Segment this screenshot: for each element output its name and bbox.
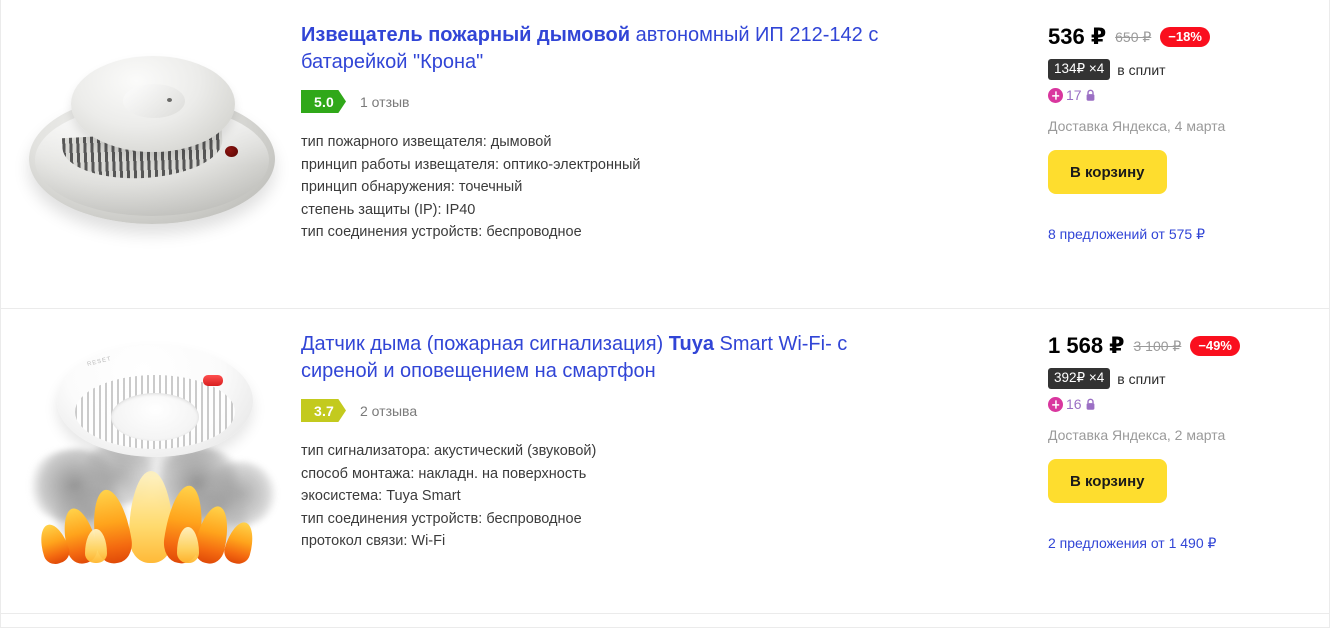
add-to-cart-button[interactable]: В корзину <box>1048 150 1167 194</box>
delivery-info: Доставка Яндекса, 4 марта <box>1048 118 1226 134</box>
rating-row: 5.0 1 отзыв <box>301 90 1038 113</box>
rating-badge[interactable]: 5.0 <box>301 90 346 113</box>
spec-item: принцип обнаружения: точечный <box>301 179 523 195</box>
discount-badge: −18% <box>1160 27 1210 47</box>
product-info: Извещатель пожарный дымовой автономный И… <box>301 0 1048 244</box>
reviews-count-link[interactable]: 2 отзыва <box>360 402 418 419</box>
split-chip: 134₽ ×4 <box>1048 59 1111 80</box>
current-price: 536 ₽ <box>1048 24 1107 49</box>
cashback-plus-icon <box>1048 87 1063 103</box>
product-image-cell[interactable] <box>1 0 301 308</box>
spec-item: экосистема: Tuya Smart <box>301 488 461 504</box>
cashback-plus-icon <box>1048 396 1063 412</box>
rating-badge[interactable]: 3.7 <box>301 399 346 422</box>
product-title-link[interactable]: Извещатель пожарный дымовой автономный И… <box>301 22 901 76</box>
discount-badge: −49% <box>1190 336 1240 356</box>
product-title-prefix: Датчик дыма (пожарная сигнализация) <box>301 333 669 355</box>
split-label: в сплит <box>1117 370 1166 387</box>
spec-item: тип соединения устройств: беспроводное <box>301 224 582 240</box>
split-payment-row[interactable]: 392₽ ×4 в сплит <box>1048 368 1313 389</box>
rating-row: 3.7 2 отзыва <box>301 399 1038 422</box>
add-to-cart-button[interactable]: В корзину <box>1048 459 1167 503</box>
other-offers-link[interactable]: 8 предложений от 575 ₽ <box>1048 226 1205 242</box>
product-title-bold: Извещатель пожарный дымовой <box>301 24 631 46</box>
price-row: 1 568 ₽ 3 100 ₽ −49% <box>1048 333 1313 359</box>
split-payment-row[interactable]: 134₽ ×4 в сплит <box>1048 59 1313 80</box>
spec-item: способ монтажа: накладн. на поверхность <box>301 465 587 482</box>
cashback-row[interactable]: 17 <box>1048 87 1313 103</box>
fire-and-smoke-icon <box>25 443 281 567</box>
spec-item: тип соединения устройств: беспроводное <box>301 510 582 527</box>
reviews-count-link[interactable]: 1 отзыв <box>360 93 410 110</box>
delivery-info: Доставка Яндекса, 2 марта <box>1048 427 1226 443</box>
product-card[interactable]: Извещатель пожарный дымовой автономный И… <box>1 0 1329 309</box>
spec-list: тип сигнализатора: акустический (звуково… <box>301 440 1038 553</box>
cashback-row[interactable]: 16 <box>1048 396 1313 412</box>
product-image-cell[interactable]: RESET <box>1 309 301 613</box>
product-title-rest: автономный ИП 212-142 с батарейкой "Крон… <box>301 24 879 73</box>
price-column: 536 ₽ 650 ₽ −18% 134₽ ×4 в сплит 17 <box>1048 0 1329 244</box>
product-card[interactable]: RESET <box>1 309 1329 614</box>
old-price: 650 ₽ <box>1115 28 1152 45</box>
cashback-value: 17 <box>1066 87 1082 103</box>
split-chip: 392₽ ×4 <box>1048 368 1111 389</box>
product-card-partial[interactable] <box>1 614 1329 628</box>
spec-list: тип пожарного извещателя: дымовой принци… <box>301 131 1038 244</box>
product-photo-2[interactable]: RESET <box>11 331 291 591</box>
spec-item: тип сигнализатора: акустический (звуково… <box>301 443 597 459</box>
price-row: 536 ₽ 650 ₽ −18% <box>1048 24 1313 50</box>
product-info: Датчик дыма (пожарная сигнализация) Tuya… <box>301 309 1048 553</box>
other-offers-link[interactable]: 2 предложения от 1 490 ₽ <box>1048 535 1217 551</box>
lock-icon <box>1086 89 1094 101</box>
spec-item: степень защиты (IP): IP40 <box>301 201 476 218</box>
split-label: в сплит <box>1117 61 1166 78</box>
price-column: 1 568 ₽ 3 100 ₽ −49% 392₽ ×4 в сплит 16 <box>1048 309 1329 553</box>
product-title-rest: Smart Wi-Fi- с сиреной и оповещением на … <box>301 333 848 382</box>
product-title-bold: Tuya <box>668 333 714 355</box>
spec-item: принцип работы извещателя: оптико-электр… <box>301 156 641 173</box>
spec-item: протокол связи: Wi-Fi <box>301 533 446 549</box>
old-price: 3 100 ₽ <box>1133 337 1182 354</box>
lock-icon <box>1086 398 1094 410</box>
product-title-link[interactable]: Датчик дыма (пожарная сигнализация) Tuya… <box>301 331 901 385</box>
product-photo-1[interactable] <box>11 24 291 284</box>
smoke-detector-white-icon: RESET <box>57 345 253 473</box>
spec-item: тип пожарного извещателя: дымовой <box>301 134 552 150</box>
current-price: 1 568 ₽ <box>1048 333 1125 358</box>
cashback-value: 16 <box>1066 396 1082 412</box>
smoke-detector-grey-icon <box>29 50 279 250</box>
